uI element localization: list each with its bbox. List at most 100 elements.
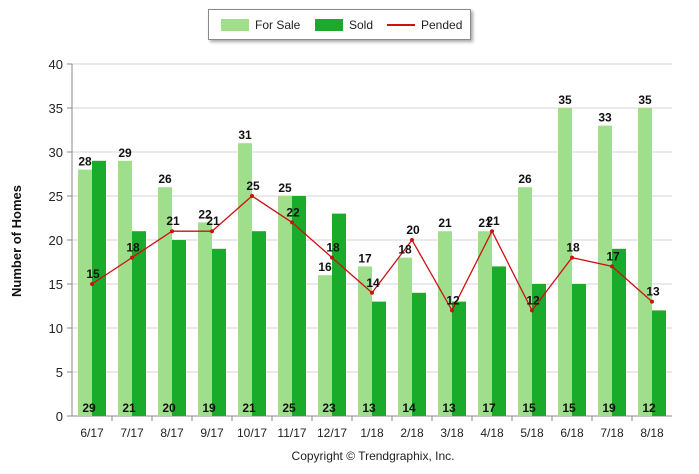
pended-point bbox=[290, 220, 294, 225]
y-tick-label: 35 bbox=[49, 101, 63, 116]
bar-sold bbox=[252, 231, 266, 416]
legend-label-for-sale: For Sale bbox=[255, 18, 301, 32]
x-tick-label: 7/18 bbox=[600, 426, 624, 440]
data-label-pended: 18 bbox=[566, 241, 580, 255]
data-label-pended: 14 bbox=[366, 276, 380, 290]
x-tick-label: 8/17 bbox=[160, 426, 184, 440]
bar-sold bbox=[172, 240, 186, 416]
y-tick-label: 20 bbox=[49, 233, 63, 248]
pended-point bbox=[130, 255, 134, 260]
data-label-for-sale: 29 bbox=[118, 146, 132, 160]
data-label-sold: 25 bbox=[282, 401, 296, 415]
data-label-sold: 21 bbox=[242, 401, 256, 415]
x-tick-label: 12/17 bbox=[317, 426, 347, 440]
y-tick-label: 25 bbox=[49, 189, 63, 204]
bar-for-sale bbox=[278, 196, 292, 416]
data-label-pended: 20 bbox=[406, 223, 420, 237]
data-label-sold: 21 bbox=[122, 401, 136, 415]
x-tick-label: 7/17 bbox=[120, 426, 144, 440]
data-label-pended: 18 bbox=[326, 241, 340, 255]
pended-point bbox=[170, 229, 174, 234]
label-layer: 28 29 29 21 26 20 22 19 31 21 25 25 16 23 17 13 18 14 21 13… bbox=[78, 93, 660, 415]
bar-for-sale bbox=[198, 222, 212, 416]
data-label-sold: 15 bbox=[562, 401, 576, 415]
data-label-sold: 13 bbox=[442, 401, 456, 415]
bar-layer bbox=[78, 108, 666, 416]
data-label-pended: 15 bbox=[86, 267, 100, 281]
pended-point bbox=[330, 255, 334, 260]
data-label-for-sale: 22 bbox=[198, 207, 212, 221]
legend-label-sold: Sold bbox=[349, 18, 374, 32]
y-axis-title: Number of Homes bbox=[9, 185, 24, 297]
bar-sold bbox=[652, 310, 666, 416]
data-label-sold: 12 bbox=[642, 401, 656, 415]
data-label-pended: 25 bbox=[246, 179, 260, 193]
data-label-pended: 21 bbox=[486, 214, 500, 228]
bar-sold bbox=[132, 231, 146, 416]
data-label-for-sale: 33 bbox=[598, 111, 612, 125]
copyright-footer: Copyright © Trendgraphix, Inc. bbox=[292, 449, 455, 463]
data-label-pended: 13 bbox=[646, 285, 660, 299]
bar-sold bbox=[332, 213, 346, 416]
y-tick-label: 10 bbox=[49, 321, 63, 336]
x-tick-label: 3/18 bbox=[440, 426, 464, 440]
bar-sold bbox=[532, 284, 546, 416]
pended-point bbox=[450, 308, 454, 313]
data-label-pended: 12 bbox=[526, 293, 540, 307]
bar-sold bbox=[452, 301, 466, 416]
bar-for-sale bbox=[358, 266, 372, 416]
pended-point bbox=[530, 308, 534, 313]
data-label-pended: 12 bbox=[446, 293, 460, 307]
y-tick-label: 15 bbox=[49, 277, 63, 292]
bar-for-sale bbox=[398, 257, 412, 416]
data-label-for-sale: 35 bbox=[558, 93, 572, 107]
data-label-for-sale: 26 bbox=[158, 172, 172, 186]
data-label-sold: 19 bbox=[602, 401, 616, 415]
bar-for-sale bbox=[78, 169, 92, 416]
bar-sold bbox=[412, 292, 426, 416]
pended-point bbox=[570, 255, 574, 260]
bar-sold bbox=[372, 301, 386, 416]
pended-point bbox=[610, 264, 614, 269]
pended-point bbox=[90, 282, 94, 286]
x-tick-label: 11/17 bbox=[277, 426, 306, 440]
line-layer bbox=[90, 194, 654, 313]
x-tick-label: 6/17 bbox=[80, 426, 104, 440]
bar-sold bbox=[212, 248, 226, 416]
data-label-sold: 19 bbox=[202, 401, 216, 415]
data-label-pended: 22 bbox=[286, 205, 300, 219]
x-tick-label: 4/18 bbox=[480, 426, 504, 440]
bar-for-sale bbox=[438, 231, 452, 416]
legend-label-pended: Pended bbox=[421, 18, 463, 32]
y-tick-label: 30 bbox=[49, 145, 63, 160]
y-tick-label: 5 bbox=[56, 365, 63, 380]
legend-line-pended bbox=[387, 24, 415, 26]
data-label-pended: 17 bbox=[606, 249, 620, 263]
bar-sold bbox=[492, 266, 506, 416]
data-label-for-sale: 35 bbox=[638, 93, 652, 107]
x-tick-label: 5/18 bbox=[520, 426, 544, 440]
data-label-sold: 29 bbox=[82, 401, 96, 415]
bar-for-sale bbox=[118, 160, 132, 416]
x-tick-label: 8/18 bbox=[640, 426, 664, 440]
data-label-for-sale: 26 bbox=[518, 172, 532, 186]
data-label-sold: 23 bbox=[322, 401, 336, 415]
data-label-pended: 21 bbox=[206, 214, 220, 228]
pended-point bbox=[410, 238, 414, 242]
x-tick-label: 2/18 bbox=[400, 426, 424, 440]
bar-for-sale bbox=[518, 187, 532, 416]
bar-sold bbox=[612, 248, 626, 416]
pended-point bbox=[650, 299, 654, 304]
data-label-for-sale: 21 bbox=[478, 216, 492, 230]
pended-point bbox=[490, 229, 494, 234]
y-tick-label: 0 bbox=[56, 409, 63, 424]
bar-for-sale bbox=[638, 108, 652, 416]
bar-sold bbox=[572, 284, 586, 416]
data-label-sold: 13 bbox=[362, 401, 376, 415]
bar-sold bbox=[292, 196, 306, 416]
data-label-sold: 15 bbox=[522, 401, 536, 415]
pended-point bbox=[250, 194, 254, 198]
legend-swatch-sold bbox=[315, 19, 343, 31]
x-tick-label: 6/18 bbox=[560, 426, 584, 440]
